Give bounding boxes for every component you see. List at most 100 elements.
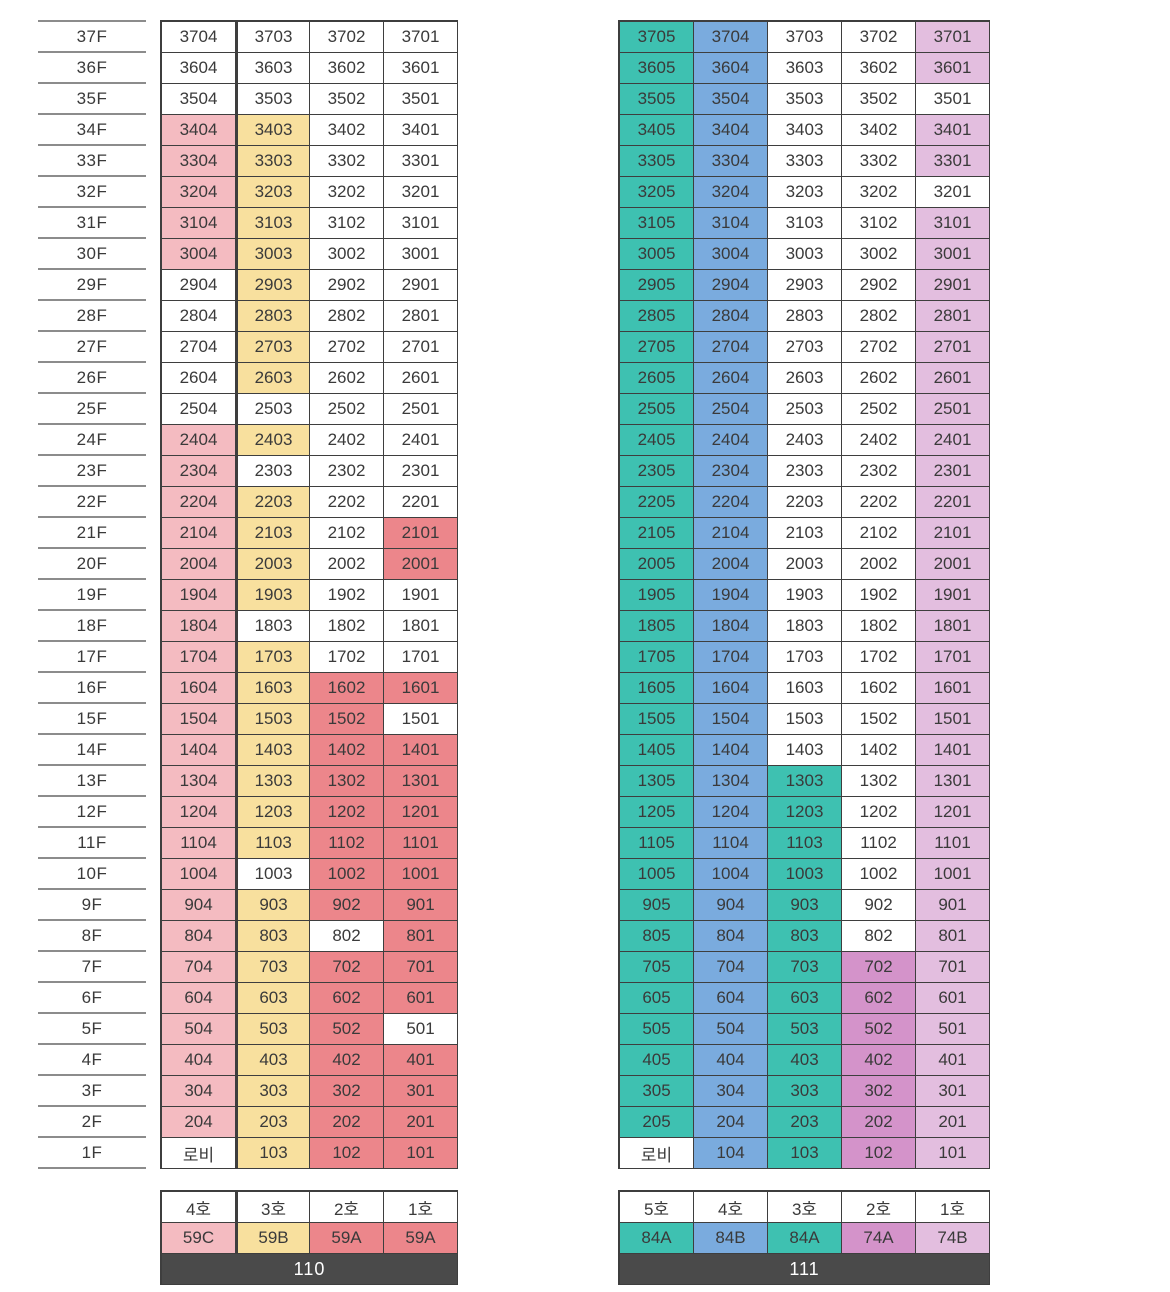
unit-cell[interactable]: 3304 (694, 146, 768, 177)
unit-cell[interactable]: 1403 (768, 735, 842, 766)
unit-cell[interactable]: 1701 (916, 642, 990, 673)
unit-cell[interactable]: 1602 (842, 673, 916, 704)
unit-cell[interactable]: 3501 (384, 84, 458, 115)
unit-cell[interactable]: 2901 (384, 270, 458, 301)
unit-cell[interactable]: 905 (620, 890, 694, 921)
unit-cell[interactable]: 1204 (694, 797, 768, 828)
unit-cell[interactable]: 2702 (842, 332, 916, 363)
unit-cell[interactable]: 403 (236, 1045, 310, 1076)
unit-cell[interactable]: 2504 (694, 394, 768, 425)
unit-cell[interactable]: 1602 (310, 673, 384, 704)
unit-cell[interactable]: 605 (620, 983, 694, 1014)
unit-cell[interactable]: 402 (310, 1045, 384, 1076)
unit-cell[interactable]: 3704 (694, 22, 768, 53)
unit-cell[interactable]: 204 (162, 1107, 236, 1138)
unit-cell[interactable]: 3104 (694, 208, 768, 239)
unit-cell[interactable]: 2402 (310, 425, 384, 456)
unit-cell[interactable]: 503 (768, 1014, 842, 1045)
unit-cell[interactable]: 1303 (236, 766, 310, 797)
unit-cell[interactable]: 405 (620, 1045, 694, 1076)
unit-cell[interactable]: 403 (768, 1045, 842, 1076)
unit-cell[interactable]: 3005 (620, 239, 694, 270)
unit-cell[interactable]: 1801 (384, 611, 458, 642)
unit-cell[interactable]: 1301 (384, 766, 458, 797)
unit-cell[interactable]: 2201 (916, 487, 990, 518)
unit-cell[interactable]: 2705 (620, 332, 694, 363)
unit-cell[interactable]: 2103 (236, 518, 310, 549)
unit-cell[interactable]: 801 (384, 921, 458, 952)
unit-cell[interactable]: 904 (162, 890, 236, 921)
unit-cell[interactable]: 2002 (310, 549, 384, 580)
unit-cell[interactable]: 3703 (768, 22, 842, 53)
unit-cell[interactable]: 3103 (768, 208, 842, 239)
unit-cell[interactable]: 3201 (916, 177, 990, 208)
unit-cell[interactable]: 1103 (236, 828, 310, 859)
unit-cell[interactable]: 1801 (916, 611, 990, 642)
unit-cell[interactable]: 1404 (162, 735, 236, 766)
unit-cell[interactable]: 3105 (620, 208, 694, 239)
unit-cell[interactable]: 602 (842, 983, 916, 1014)
unit-cell[interactable]: 2305 (620, 456, 694, 487)
unit-cell[interactable]: 903 (768, 890, 842, 921)
unit-cell[interactable]: 3601 (916, 53, 990, 84)
unit-cell[interactable]: 3201 (384, 177, 458, 208)
unit-cell[interactable]: 1105 (620, 828, 694, 859)
unit-cell[interactable]: 404 (694, 1045, 768, 1076)
unit-cell[interactable]: 1305 (620, 766, 694, 797)
unit-cell[interactable]: 1604 (694, 673, 768, 704)
unit-cell[interactable]: 2602 (310, 363, 384, 394)
unit-cell[interactable]: 2001 (384, 549, 458, 580)
unit-cell[interactable]: 2301 (384, 456, 458, 487)
unit-cell[interactable]: 2903 (768, 270, 842, 301)
unit-cell[interactable]: 2004 (162, 549, 236, 580)
unit-cell[interactable]: 2501 (916, 394, 990, 425)
unit-cell[interactable]: 1301 (916, 766, 990, 797)
unit-cell[interactable]: 2205 (620, 487, 694, 518)
unit-cell[interactable]: 803 (236, 921, 310, 952)
unit-cell[interactable]: 3604 (162, 53, 236, 84)
unit-cell[interactable]: 1402 (310, 735, 384, 766)
unit-cell[interactable]: 1803 (768, 611, 842, 642)
unit-cell[interactable]: 1603 (768, 673, 842, 704)
unit-cell[interactable]: 2701 (384, 332, 458, 363)
unit-cell[interactable]: 3002 (842, 239, 916, 270)
unit-cell[interactable]: 1904 (694, 580, 768, 611)
unit-cell[interactable]: 2003 (236, 549, 310, 580)
unit-cell[interactable]: 1001 (916, 859, 990, 890)
unit-cell[interactable]: 2504 (162, 394, 236, 425)
unit-cell[interactable]: 3301 (384, 146, 458, 177)
unit-cell[interactable]: 801 (916, 921, 990, 952)
unit-cell[interactable]: 1103 (768, 828, 842, 859)
unit-cell[interactable]: 1202 (842, 797, 916, 828)
unit-cell[interactable]: 502 (842, 1014, 916, 1045)
unit-cell[interactable]: 2703 (236, 332, 310, 363)
unit-cell[interactable]: 1504 (694, 704, 768, 735)
unit-cell[interactable]: 701 (916, 952, 990, 983)
unit-cell[interactable]: 401 (916, 1045, 990, 1076)
unit-cell[interactable]: 104 (694, 1138, 768, 1169)
unit-cell[interactable]: 2701 (916, 332, 990, 363)
unit-cell[interactable]: 2602 (842, 363, 916, 394)
unit-cell[interactable]: 302 (310, 1076, 384, 1107)
unit-cell[interactable]: 1404 (694, 735, 768, 766)
unit-cell[interactable]: 201 (916, 1107, 990, 1138)
unit-cell[interactable]: 2005 (620, 549, 694, 580)
unit-cell[interactable]: 901 (384, 890, 458, 921)
unit-cell[interactable]: 502 (310, 1014, 384, 1045)
unit-cell[interactable]: 101 (916, 1138, 990, 1169)
unit-cell[interactable]: 2302 (310, 456, 384, 487)
unit-cell[interactable]: 3702 (842, 22, 916, 53)
unit-cell[interactable]: 601 (384, 983, 458, 1014)
unit-cell[interactable]: 703 (236, 952, 310, 983)
unit-cell[interactable]: 102 (310, 1138, 384, 1169)
unit-cell[interactable]: 702 (310, 952, 384, 983)
unit-cell[interactable]: 3204 (162, 177, 236, 208)
unit-cell[interactable]: 3202 (842, 177, 916, 208)
unit-cell[interactable]: 904 (694, 890, 768, 921)
unit-cell[interactable]: 305 (620, 1076, 694, 1107)
unit-cell[interactable]: 1701 (384, 642, 458, 673)
unit-cell[interactable]: 1101 (384, 828, 458, 859)
unit-cell[interactable]: 3302 (310, 146, 384, 177)
unit-cell[interactable]: 2401 (916, 425, 990, 456)
unit-cell[interactable]: 3203 (768, 177, 842, 208)
